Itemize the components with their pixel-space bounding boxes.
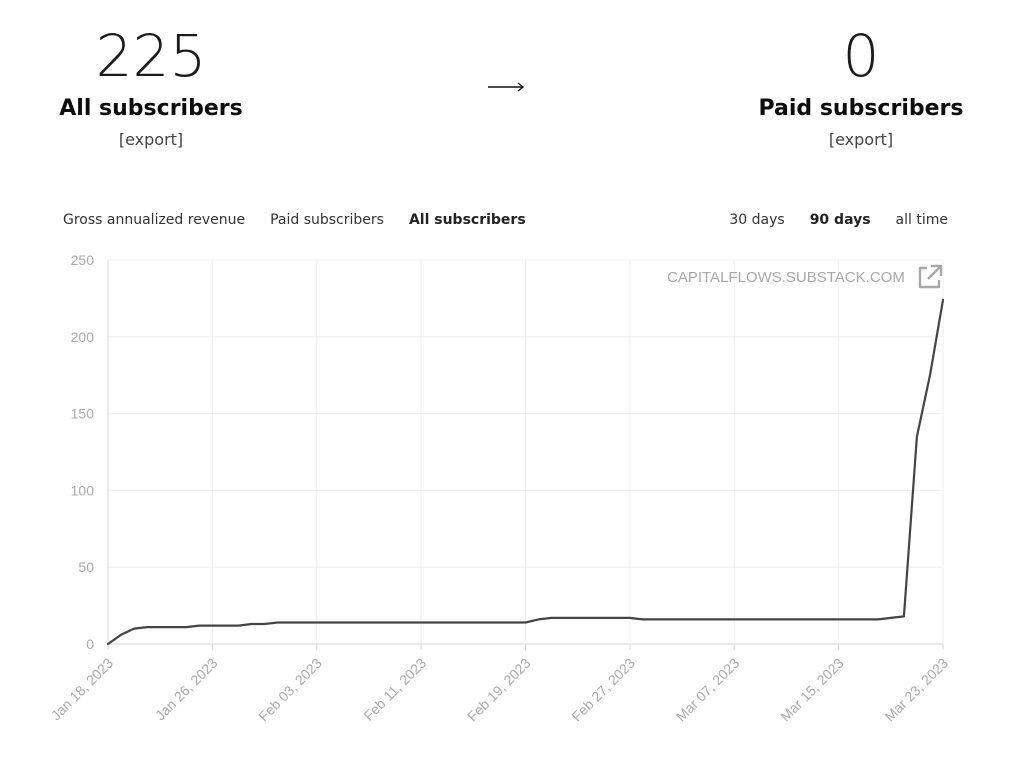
y-tick-label: 150	[71, 406, 95, 422]
metric-tabs: Gross annualized revenue Paid subscriber…	[63, 210, 551, 230]
all-subscribers-stat: 225 All subscribers [export]	[31, 18, 271, 150]
range-90-days[interactable]: 90 days	[809, 212, 871, 228]
all-subscribers-count: 225	[95, 22, 207, 90]
x-tick-label: Feb 03, 2023	[255, 655, 325, 725]
paid-subscribers-label: Paid subscribers	[758, 96, 964, 121]
x-tick-label: Mar 07, 2023	[673, 655, 743, 725]
range-all-time[interactable]: all time	[895, 212, 948, 228]
tab-paid-subscribers[interactable]: Paid subscribers	[270, 212, 384, 228]
publication-watermark: CAPITALFLOWS.SUBSTACK.COM	[667, 269, 905, 286]
x-tick-label: Feb 19, 2023	[464, 655, 534, 725]
y-tick-label: 250	[71, 252, 95, 268]
external-link-icon[interactable]	[916, 263, 944, 291]
x-tick-label: Feb 11, 2023	[360, 655, 429, 724]
x-tick-label: Feb 27, 2023	[568, 655, 638, 725]
x-tick-label: Mar 23, 2023	[881, 655, 951, 725]
paid-subscribers-stat: 0 Paid subscribers [export]	[741, 18, 981, 150]
y-tick-label: 0	[86, 636, 94, 652]
y-tick-label: 200	[71, 329, 95, 345]
subscribers-line-chart: 0 50 100 150 200 250 Jan 18, 2023 Jan 26, 2023 F…	[48, 252, 952, 725]
tab-gross-annualized-revenue[interactable]: Gross annualized revenue	[63, 212, 246, 228]
time-range-selector: 30 days 90 days all time	[704, 210, 948, 230]
tab-all-subscribers[interactable]: All subscribers	[408, 212, 526, 228]
export-all-subscribers-link[interactable]: [export]	[118, 130, 184, 149]
x-tick-label: Jan 26, 2023	[152, 655, 221, 724]
all-subscribers-label: All subscribers	[59, 96, 243, 121]
x-tick-label: Jan 18, 2023	[48, 655, 117, 724]
paid-subscribers-count: 0	[842, 22, 880, 90]
export-paid-subscribers-link[interactable]: [export]	[828, 130, 894, 149]
series-line-all-subscribers	[106, 298, 945, 646]
y-tick-label: 50	[78, 559, 94, 575]
x-tick-label: Mar 15, 2023	[777, 655, 847, 725]
arrow-right-icon	[488, 82, 525, 92]
y-tick-label: 100	[71, 482, 95, 498]
range-30-days[interactable]: 30 days	[729, 212, 785, 228]
